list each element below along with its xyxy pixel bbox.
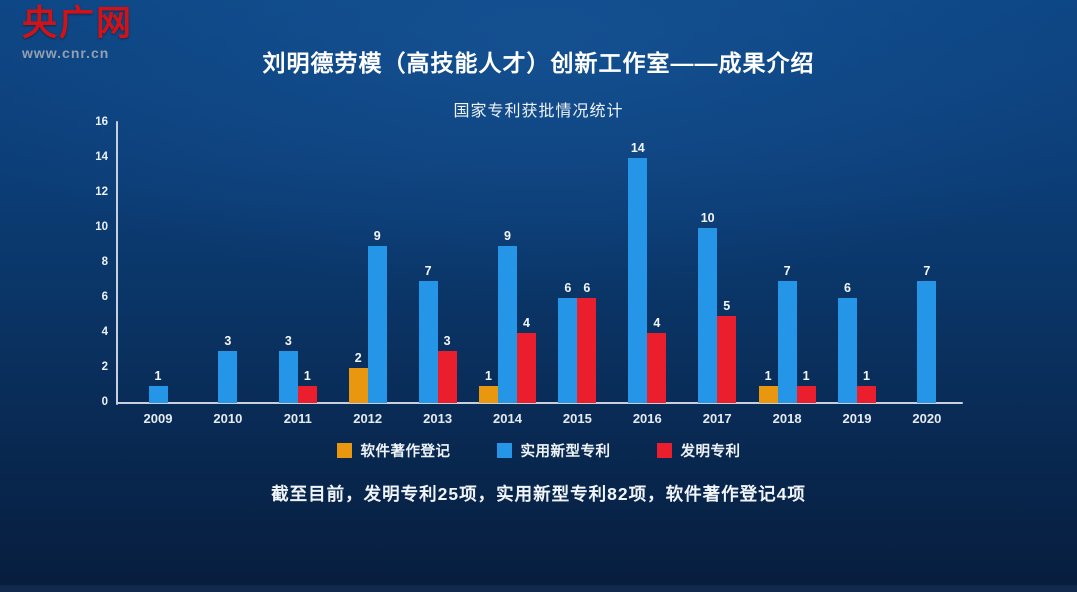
bar-实用新型专利-2020 (917, 280, 937, 403)
legend-item: 软件著作登记 (336, 440, 451, 461)
bar-value-label: 14 (630, 141, 645, 155)
y-axis-line (116, 121, 118, 405)
bar-实用新型专利-2018 (777, 280, 797, 403)
chart-legend: 软件著作登记 实用新型专利 发明专利 (0, 440, 1077, 461)
bar-value-label: 7 (424, 263, 432, 278)
bar-发明专利-2016 (647, 333, 667, 403)
bar-value-label: 3 (224, 333, 232, 348)
y-tick-label: 2 (101, 361, 108, 373)
bar-value-label: 6 (583, 281, 591, 295)
bar-value-label: 3 (284, 333, 292, 348)
x-axis-label-2010: 2010 (213, 411, 243, 426)
bar-实用新型专利-2014 (498, 245, 517, 403)
y-tick-label: 4 (101, 326, 108, 338)
y-tick-label: 16 (95, 116, 108, 128)
bar-value-label: 4 (653, 316, 661, 330)
legend-swatch (336, 443, 352, 458)
x-axis-label-2012: 2012 (353, 411, 383, 426)
bar-发明专利-2014 (517, 333, 536, 403)
x-axis-label-2020: 2020 (912, 411, 942, 426)
legend-swatch (656, 443, 672, 458)
bar-实用新型专利-2011 (278, 350, 298, 403)
cnr-logo: 央广网 www.cnr.cn (22, 6, 133, 60)
y-tick-label: 14 (95, 151, 108, 163)
bar-value-label: 1 (303, 368, 311, 383)
bar-value-label: 6 (844, 281, 851, 295)
x-axis-label-2009: 2009 (143, 411, 173, 426)
chart-title: 国家专利获批情况统计 (453, 103, 624, 120)
bar-value-label: 6 (564, 281, 572, 295)
page-title: 刘明德劳模（高技能人才）创新工作室——成果介绍 (262, 50, 815, 76)
bar-value-label: 9 (504, 228, 511, 243)
bar-发明专利-2011 (297, 385, 317, 403)
legend-label: 实用新型专利 (520, 444, 611, 460)
bar-发明专利-2017 (717, 315, 737, 403)
bar-实用新型专利-2010 (218, 350, 238, 403)
y-tick-label: 10 (95, 221, 108, 233)
legend-item: 实用新型专利 (496, 440, 611, 461)
bar-发明专利-2015 (577, 298, 597, 403)
x-axis-label-2017: 2017 (702, 411, 732, 426)
legend-item: 发明专利 (656, 440, 741, 461)
bar-实用新型专利-2016 (628, 158, 648, 403)
bar-发明专利-2018 (796, 385, 816, 403)
bar-软件著作登记-2018 (758, 385, 778, 403)
logo-url: www.cnr.cn (22, 45, 110, 61)
legend-label: 软件著作登记 (360, 444, 451, 460)
bottom-strip (0, 585, 1077, 592)
x-axis-line (116, 402, 963, 404)
bar-实用新型专利-2017 (698, 228, 718, 403)
bar-value-label: 4 (523, 316, 530, 330)
bar-value-label: 1 (485, 368, 492, 383)
bar-value-label: 5 (723, 298, 731, 313)
y-tick-label: 6 (101, 291, 108, 303)
bar-实用新型专利-2012 (367, 245, 387, 403)
x-axis-label-2018: 2018 (772, 411, 802, 426)
bar-发明专利-2019 (857, 385, 876, 403)
y-tick-label: 0 (101, 396, 108, 408)
bar-实用新型专利-2013 (418, 280, 438, 403)
logo-text: 央广网 (22, 4, 134, 43)
bar-实用新型专利-2009 (148, 385, 168, 403)
x-axis-label-2011: 2011 (283, 411, 312, 426)
bar-实用新型专利-2019 (838, 298, 857, 403)
bar-软件著作登记-2014 (479, 385, 498, 403)
bar-实用新型专利-2015 (558, 298, 578, 403)
x-axis-label-2016: 2016 (632, 411, 662, 426)
x-axis-label-2015: 2015 (562, 411, 592, 426)
bar-发明专利-2013 (437, 350, 457, 403)
bar-value-label: 1 (154, 368, 162, 383)
y-tick-label: 8 (101, 256, 108, 268)
legend-swatch (496, 443, 512, 458)
legend-label: 发明专利 (680, 444, 741, 460)
bar-软件著作登记-2012 (348, 368, 368, 403)
bar-value-label: 9 (373, 228, 381, 243)
bar-value-label: 10 (700, 211, 715, 225)
bar-value-label: 7 (923, 263, 931, 278)
bar-value-label: 1 (764, 368, 772, 383)
x-axis-label-2019: 2019 (842, 411, 872, 426)
y-tick-label: 12 (95, 186, 108, 198)
x-axis-label-2014: 2014 (493, 411, 522, 426)
bar-value-label: 3 (443, 333, 451, 348)
x-axis-label-2013: 2013 (423, 411, 453, 426)
bar-value-label: 1 (863, 368, 870, 383)
bar-value-label: 7 (783, 263, 791, 278)
summary-note: 截至目前，发明专利25项，实用新型专利82项，软件著作登记4项 (271, 484, 806, 504)
bar-value-label: 1 (802, 368, 810, 383)
bar-value-label: 2 (354, 351, 362, 365)
